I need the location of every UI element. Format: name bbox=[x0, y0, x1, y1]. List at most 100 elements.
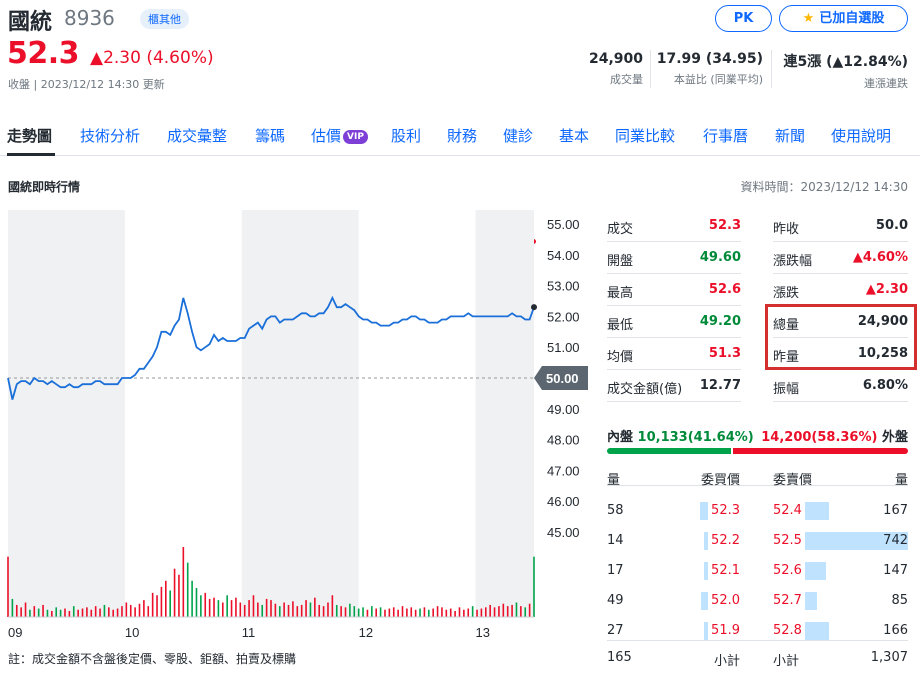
quote-label: 昨量 bbox=[773, 350, 800, 365]
intraday-chart[interactable]: 55.00 54.00 53.00 52.00 51.00 50.00 49.00 48.00… bbox=[0, 210, 600, 650]
volume-bar bbox=[108, 607, 110, 617]
tab-peer-compare[interactable]: 同業比較 bbox=[615, 127, 676, 145]
data-time: 資料時間：2023/12/12 14:30 bbox=[740, 180, 908, 194]
volume-bar bbox=[24, 602, 27, 617]
hour-band bbox=[475, 210, 534, 617]
volume-bar bbox=[7, 556, 9, 617]
watchlist-label: 已加自選股 bbox=[819, 11, 885, 26]
volume-bar bbox=[200, 595, 202, 617]
bid-price: 52.2 bbox=[711, 533, 740, 548]
volume-bar bbox=[414, 609, 417, 617]
volume-bar bbox=[340, 606, 342, 617]
volume-bar bbox=[423, 607, 426, 617]
volume-bar bbox=[480, 608, 483, 617]
volume-bar bbox=[204, 592, 207, 617]
bid-volume: 14 bbox=[607, 533, 624, 548]
reference-price-label: 50.00 bbox=[534, 366, 588, 390]
quote-row: 最低 49.20 bbox=[607, 306, 741, 338]
volume-bar bbox=[37, 608, 40, 617]
ask-volume-bar bbox=[805, 592, 818, 610]
quote-row: 總量 24,900 bbox=[773, 306, 908, 338]
active-tab-underline bbox=[7, 153, 55, 156]
volume-bar bbox=[278, 606, 281, 617]
volume-bar bbox=[506, 606, 509, 617]
ask-volume: 167 bbox=[883, 503, 908, 518]
y-tick-label: 45.00 bbox=[547, 525, 580, 540]
add-to-watchlist-button[interactable]: ★ 已加自選股 bbox=[779, 5, 908, 32]
tab-financial[interactable]: 財務 bbox=[447, 127, 478, 145]
outer-bar bbox=[733, 448, 908, 454]
volume-bar bbox=[221, 602, 224, 617]
tab-diagnosis[interactable]: 健診 bbox=[503, 127, 534, 145]
pk-button[interactable]: PK bbox=[715, 5, 772, 32]
volume-bar bbox=[112, 609, 114, 617]
ask-price: 52.4 bbox=[773, 503, 802, 518]
ask-subtotal-label: 小計 bbox=[773, 654, 800, 669]
volume-bar bbox=[72, 606, 75, 617]
x-tick-label: 12 bbox=[359, 625, 373, 640]
volume-bar bbox=[331, 595, 334, 617]
price-change: ▲2.30 (4.60%) bbox=[90, 48, 214, 68]
quote-row: 成交金額(億) 12.77 bbox=[607, 370, 741, 402]
tab-dividend[interactable]: 股利 bbox=[391, 127, 422, 145]
volume-bar bbox=[524, 607, 527, 617]
volume-bar bbox=[243, 604, 246, 617]
volume-bar bbox=[375, 608, 377, 617]
outer-label: 外盤 bbox=[881, 430, 908, 445]
volume-bar bbox=[156, 595, 158, 617]
quote-value: 49.60 bbox=[699, 250, 741, 265]
volume-bar bbox=[498, 606, 500, 617]
ask-price: 52.5 bbox=[773, 533, 802, 548]
quote-row: 最高 52.6 bbox=[607, 274, 741, 306]
volume-bar bbox=[379, 607, 382, 617]
quote-label: 漲跌 bbox=[773, 286, 800, 301]
tab-news[interactable]: 新聞 bbox=[775, 127, 806, 145]
quote-row: 漲跌 ▲2.30 bbox=[773, 274, 908, 306]
y-tick-label: 48.00 bbox=[547, 433, 580, 448]
volume-bar bbox=[81, 608, 84, 617]
tab-label: 估價 bbox=[311, 127, 342, 145]
quote-row: 均價 51.3 bbox=[607, 338, 741, 370]
volume-bar bbox=[283, 602, 285, 617]
tab-calendar[interactable]: 行事曆 bbox=[703, 127, 749, 145]
volume-bar bbox=[160, 586, 163, 617]
tab-help[interactable]: 使用說明 bbox=[831, 127, 892, 145]
tab-chart[interactable]: 走勢圖 bbox=[7, 127, 53, 145]
volume-bar bbox=[151, 592, 154, 617]
volume-bar bbox=[511, 604, 513, 617]
ask-total: 1,307 bbox=[870, 650, 908, 665]
volume-bar bbox=[15, 604, 18, 617]
volume-bar bbox=[125, 602, 128, 617]
volume-bar bbox=[463, 609, 465, 617]
quote-value: 10,258 bbox=[857, 346, 908, 361]
volume-bar bbox=[489, 604, 491, 617]
bid-volume: 27 bbox=[607, 623, 624, 638]
quote-row: 開盤 49.60 bbox=[607, 242, 741, 274]
quote-label: 昨收 bbox=[773, 222, 800, 237]
order-book-header bbox=[607, 460, 908, 486]
volume-bar bbox=[213, 597, 215, 617]
volume-bar bbox=[217, 600, 220, 617]
market-badge[interactable]: 櫃其他 bbox=[140, 9, 189, 29]
volume-bar bbox=[195, 588, 198, 617]
volume-bar bbox=[173, 568, 176, 617]
bid-volume-header: 量 bbox=[607, 473, 621, 488]
tab-technical[interactable]: 技術分析 bbox=[80, 127, 141, 145]
tab-valuation[interactable]: 估價 VIP bbox=[311, 125, 368, 146]
volume-bar bbox=[33, 606, 36, 617]
volume-bar bbox=[357, 608, 360, 617]
section-title: 國統即時行情 bbox=[8, 180, 81, 194]
stat-label: 連漲連跌 bbox=[864, 77, 908, 90]
volume-bar bbox=[239, 602, 242, 617]
volume-bar bbox=[467, 608, 470, 617]
volume-bar bbox=[322, 606, 325, 617]
volume-bar bbox=[186, 562, 189, 617]
highlight-box bbox=[765, 304, 917, 370]
tab-summary[interactable]: 成交彙整 bbox=[167, 127, 228, 145]
bid-volume: 58 bbox=[607, 503, 624, 518]
tab-chips[interactable]: 籌碼 bbox=[255, 127, 286, 145]
quote-row: 昨收 50.0 bbox=[773, 210, 908, 242]
tab-basic[interactable]: 基本 bbox=[559, 127, 590, 145]
volume-bar bbox=[257, 602, 259, 617]
bid-subtotal-label: 小計 bbox=[713, 654, 740, 669]
